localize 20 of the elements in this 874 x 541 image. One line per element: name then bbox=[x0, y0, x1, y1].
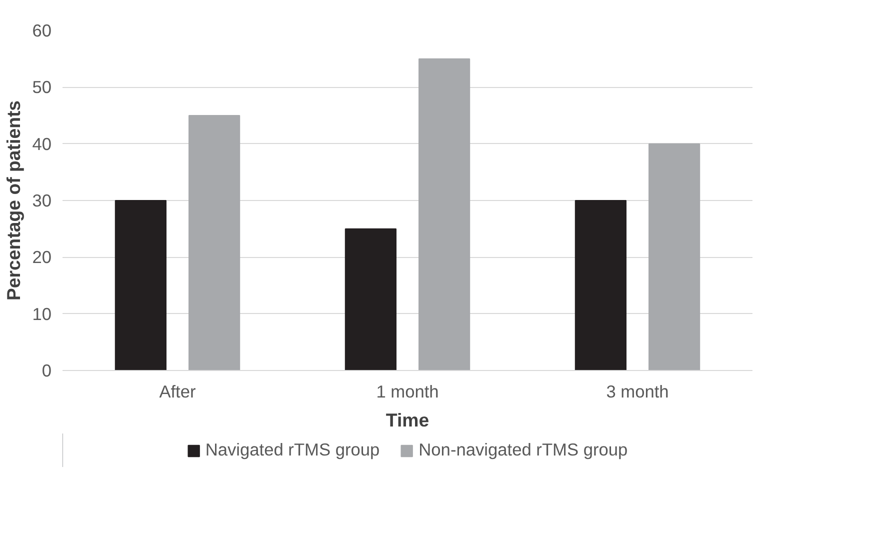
x-tick-label: 3 month bbox=[606, 382, 669, 402]
y-tick-label: 40 bbox=[32, 134, 52, 154]
x-tick-label: 1 month bbox=[376, 382, 439, 402]
y-tick-label: 50 bbox=[32, 77, 52, 98]
legend-label: Non-navigated rTMS group bbox=[418, 440, 628, 460]
y-tick-label: 0 bbox=[42, 360, 52, 380]
bar bbox=[344, 228, 396, 370]
y-tick-label: 10 bbox=[32, 304, 52, 324]
y-tick-label: 20 bbox=[32, 247, 52, 268]
bar bbox=[114, 200, 166, 370]
legend-label: Navigated rTMS group bbox=[205, 440, 380, 460]
y-tick-label: 60 bbox=[32, 20, 52, 40]
x-tick-label: After bbox=[159, 382, 196, 402]
y-axis-title: Percentage of patients bbox=[3, 100, 24, 301]
y-tick-label: 30 bbox=[32, 190, 52, 210]
bar bbox=[418, 58, 470, 370]
bar bbox=[574, 200, 626, 370]
x-axis-title: Time bbox=[386, 410, 430, 430]
bar bbox=[648, 143, 700, 370]
bar bbox=[188, 115, 240, 370]
